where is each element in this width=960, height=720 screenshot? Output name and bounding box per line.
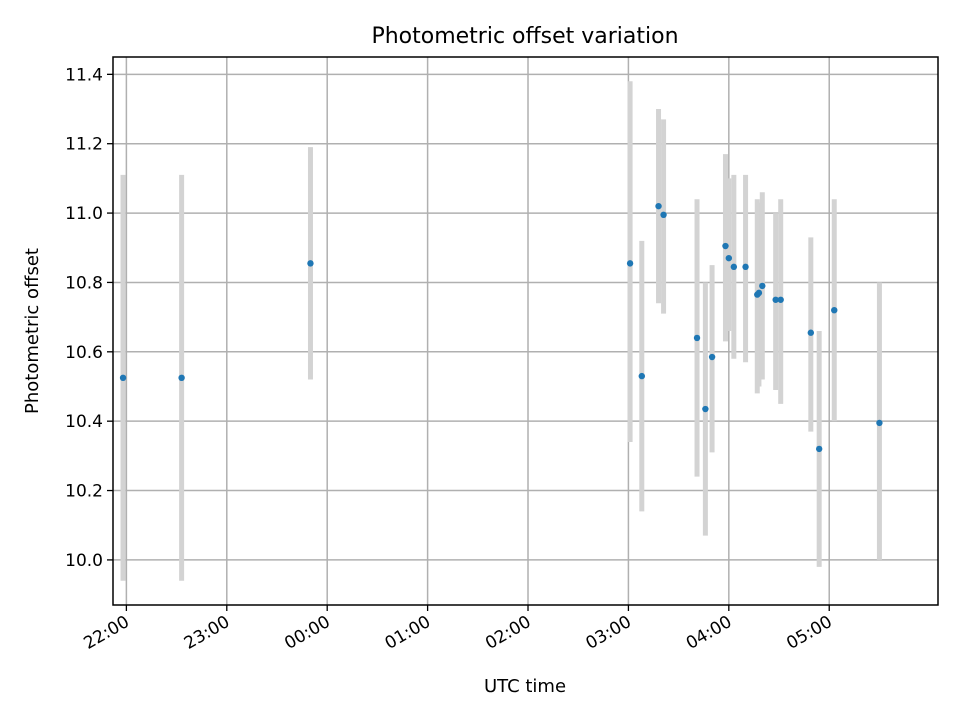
data-point xyxy=(655,202,662,210)
data-point xyxy=(730,263,738,271)
data-point xyxy=(626,260,634,267)
y-axis: 10.0 10.2 10.4 10.6 10.8 11.0 11.2 11.4 xyxy=(65,65,113,571)
data-point xyxy=(755,289,763,297)
data-point xyxy=(742,263,749,271)
y-tick-label: 10.6 xyxy=(65,343,103,363)
data-point xyxy=(660,211,667,219)
data-point xyxy=(807,329,815,336)
data-point xyxy=(178,374,185,382)
chart-title: Photometric offset variation xyxy=(371,24,678,49)
data-point xyxy=(307,260,314,267)
data-point xyxy=(777,296,784,303)
data-point xyxy=(759,282,766,290)
y-tick-label: 11.2 xyxy=(65,135,103,155)
data-point xyxy=(876,419,883,427)
y-tick-label: 10.8 xyxy=(65,273,103,293)
data-point xyxy=(815,445,823,453)
data-point xyxy=(119,374,127,382)
data-point xyxy=(772,296,779,303)
data-point xyxy=(702,405,709,413)
y-tick-label: 10.4 xyxy=(65,412,103,432)
data-point xyxy=(722,242,729,250)
data-point xyxy=(693,334,701,342)
data-points xyxy=(119,202,883,453)
data-point xyxy=(831,306,838,314)
y-tick-label: 10.2 xyxy=(65,482,103,502)
y-tick-label: 11.4 xyxy=(65,65,103,85)
y-axis-label: Photometric offset xyxy=(22,248,43,414)
data-point xyxy=(638,372,646,380)
y-tick-label: 11.0 xyxy=(65,204,103,224)
plot-frame xyxy=(112,56,939,606)
data-point xyxy=(725,254,733,262)
y-tick-label: 10.0 xyxy=(65,551,103,571)
x-axis-label: UTC time xyxy=(484,676,566,697)
data-point xyxy=(708,353,716,361)
